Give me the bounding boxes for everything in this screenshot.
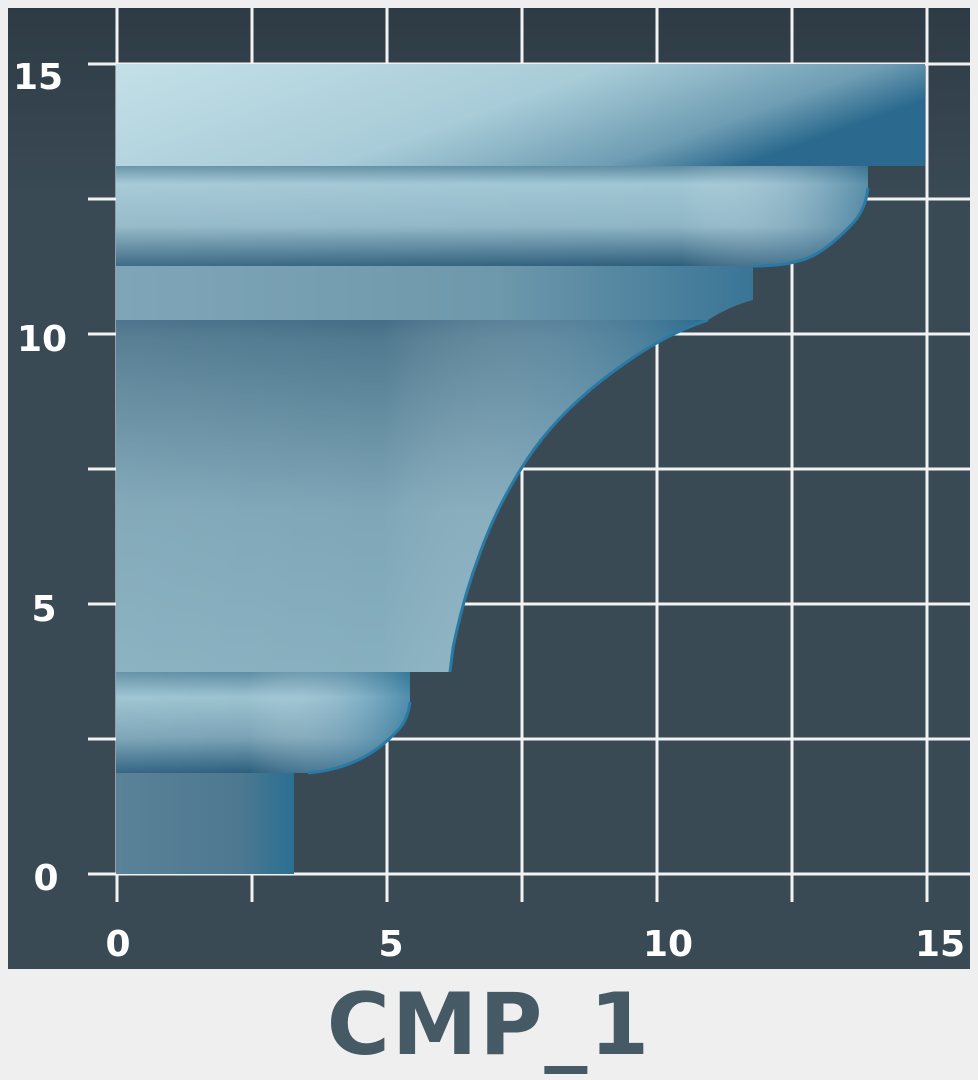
profile-plot: 0 5 10 15 0 5 10 15 — [8, 8, 970, 969]
lower-torus-edge — [307, 701, 412, 775]
cove-edge — [448, 318, 709, 673]
plinth-block — [116, 772, 294, 874]
axis-tick-labels: 0 5 10 15 0 5 10 15 — [13, 57, 965, 965]
x-tick-label-5: 5 — [378, 924, 403, 965]
y-tick-label-5: 5 — [31, 589, 56, 630]
molding-profile — [116, 64, 925, 874]
x-tick-label-0: 0 — [105, 924, 130, 965]
crown-cap — [116, 64, 925, 166]
upper-torus-shade — [116, 166, 868, 266]
y-tick-label-0: 0 — [33, 858, 58, 899]
y-tick-label-15: 15 — [13, 57, 63, 98]
drawing-panel: 0 5 10 15 0 5 10 15 — [8, 8, 970, 969]
lower-torus-shade — [116, 672, 410, 773]
x-tick-label-15: 15 — [915, 924, 965, 965]
component-caption: CMP_1 — [326, 975, 652, 1075]
fillet-band — [116, 266, 753, 320]
axis-ticks — [88, 62, 929, 902]
upper-torus-edge — [752, 187, 870, 268]
x-tick-label-10: 10 — [643, 924, 693, 965]
cove-body-shade — [116, 310, 708, 672]
y-tick-label-10: 10 — [17, 319, 67, 360]
